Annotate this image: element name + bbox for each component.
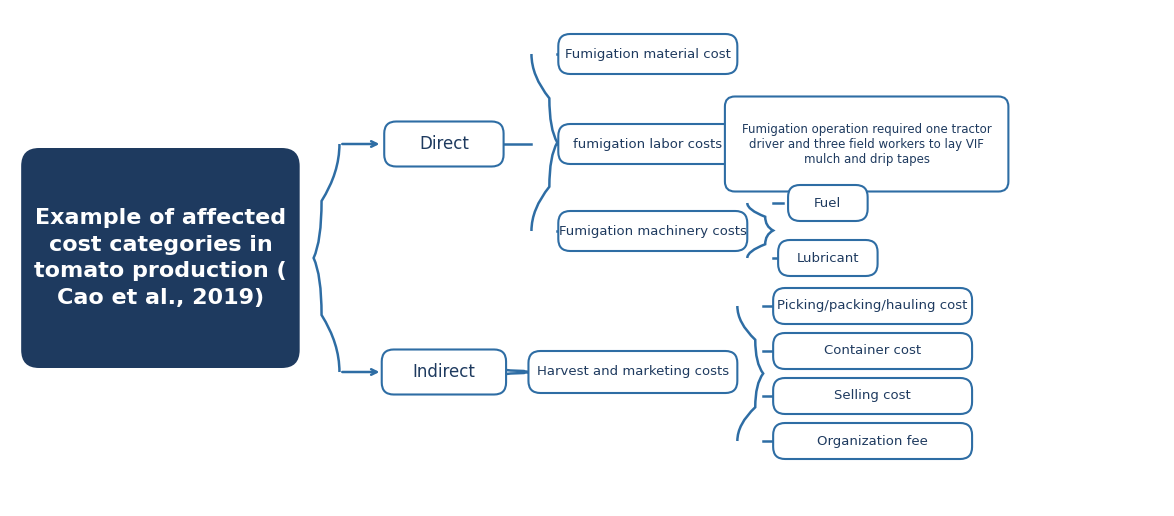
FancyBboxPatch shape bbox=[528, 351, 737, 393]
FancyBboxPatch shape bbox=[382, 349, 506, 395]
Text: fumigation labor costs: fumigation labor costs bbox=[573, 137, 722, 151]
Text: Container cost: Container cost bbox=[824, 345, 922, 358]
Text: Organization fee: Organization fee bbox=[817, 434, 929, 447]
FancyBboxPatch shape bbox=[774, 423, 972, 459]
FancyBboxPatch shape bbox=[559, 124, 737, 164]
Text: Fumigation material cost: Fumigation material cost bbox=[565, 47, 730, 60]
FancyBboxPatch shape bbox=[559, 211, 748, 251]
FancyBboxPatch shape bbox=[788, 185, 868, 221]
FancyBboxPatch shape bbox=[778, 240, 878, 276]
Text: Lubricant: Lubricant bbox=[797, 251, 859, 265]
Text: Direct: Direct bbox=[419, 135, 468, 153]
FancyBboxPatch shape bbox=[774, 378, 972, 414]
Text: Example of affected
cost categories in
tomato production (
Cao et al., 2019): Example of affected cost categories in t… bbox=[34, 208, 286, 308]
Text: Selling cost: Selling cost bbox=[835, 390, 911, 402]
Text: Harvest and marketing costs: Harvest and marketing costs bbox=[537, 365, 729, 379]
FancyBboxPatch shape bbox=[559, 34, 737, 74]
FancyBboxPatch shape bbox=[724, 96, 1008, 191]
FancyBboxPatch shape bbox=[21, 148, 299, 368]
FancyBboxPatch shape bbox=[774, 288, 972, 324]
FancyBboxPatch shape bbox=[774, 333, 972, 369]
Text: Fumigation machinery costs: Fumigation machinery costs bbox=[559, 224, 747, 237]
Text: Indirect: Indirect bbox=[412, 363, 475, 381]
Text: Picking/packing/hauling cost: Picking/packing/hauling cost bbox=[777, 299, 967, 313]
Text: Fuel: Fuel bbox=[815, 197, 842, 209]
Text: Fumigation operation required one tractor
driver and three field workers to lay : Fumigation operation required one tracto… bbox=[742, 122, 992, 166]
FancyBboxPatch shape bbox=[384, 121, 504, 167]
